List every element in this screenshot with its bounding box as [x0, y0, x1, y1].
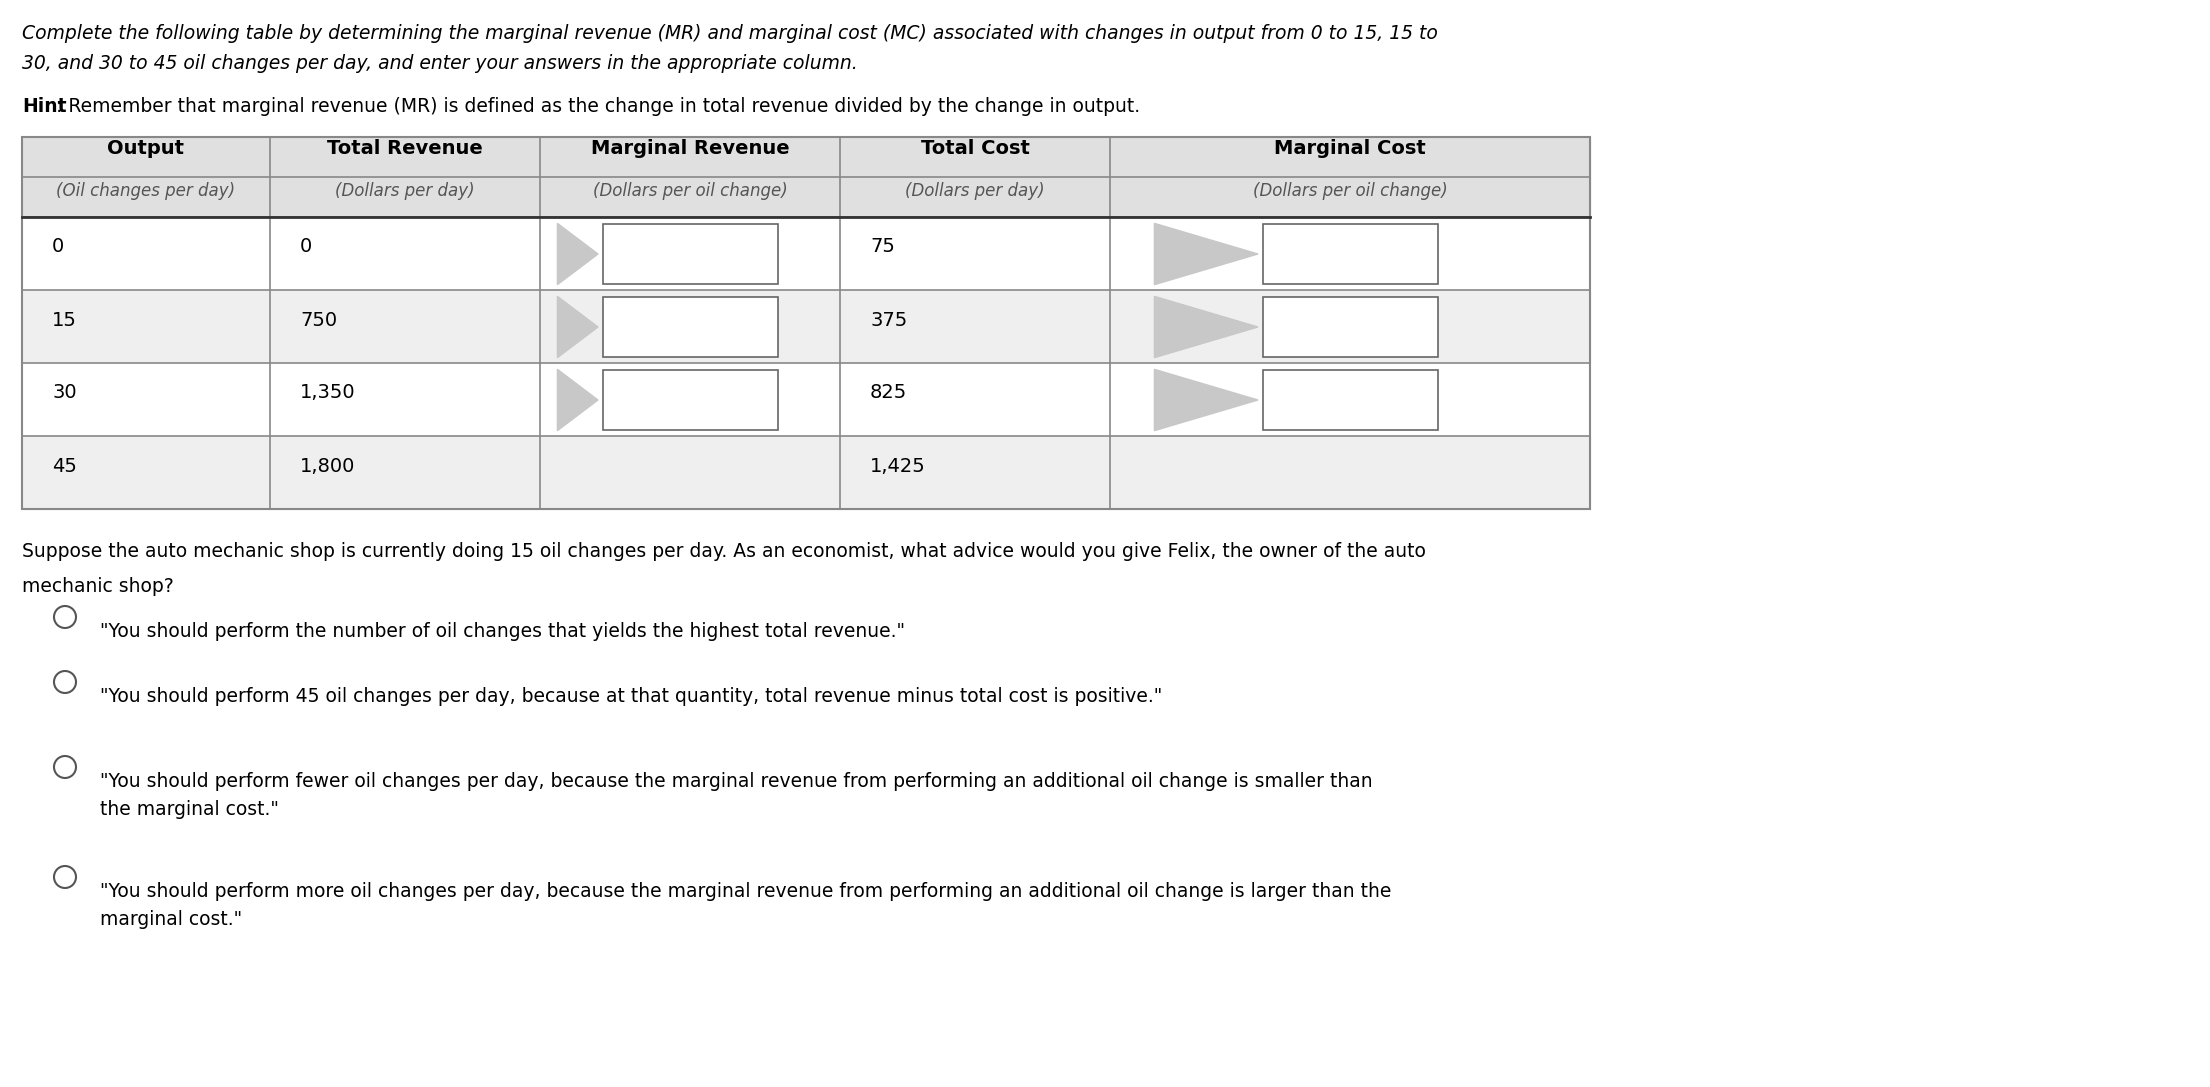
Text: marginal cost.": marginal cost." — [99, 910, 243, 929]
Text: : Remember that marginal revenue (MR) is defined as the change in total revenue : : Remember that marginal revenue (MR) is… — [55, 97, 1140, 116]
Text: 0: 0 — [53, 237, 64, 257]
Text: 45: 45 — [53, 457, 77, 475]
Polygon shape — [1154, 223, 1257, 285]
Bar — [1262, 224, 1439, 284]
Text: "You should perform the number of oil changes that yields the highest total reve: "You should perform the number of oil ch… — [99, 622, 906, 641]
Text: "You should perform 45 oil changes per day, because at that quantity, total reve: "You should perform 45 oil changes per d… — [99, 687, 1162, 705]
Bar — [22, 137, 1589, 509]
Text: Total Cost: Total Cost — [922, 139, 1030, 159]
Text: "You should perform fewer oil changes per day, because the marginal revenue from: "You should perform fewer oil changes pe… — [99, 772, 1372, 791]
Text: 0: 0 — [301, 237, 312, 257]
Text: (Dollars per day): (Dollars per day) — [906, 182, 1045, 200]
Text: "You should perform more oil changes per day, because the marginal revenue from : "You should perform more oil changes per… — [99, 882, 1392, 901]
Bar — [22, 177, 1589, 217]
Polygon shape — [557, 223, 599, 285]
Text: Total Revenue: Total Revenue — [327, 139, 482, 159]
Text: Suppose the auto mechanic shop is currently doing 15 oil changes per day. As an : Suppose the auto mechanic shop is curren… — [22, 542, 1425, 561]
Text: 1,350: 1,350 — [301, 384, 356, 402]
Text: Output: Output — [108, 139, 183, 159]
Text: 375: 375 — [871, 311, 908, 329]
Text: (Dollars per day): (Dollars per day) — [336, 182, 475, 200]
Bar — [22, 217, 1589, 290]
Text: 30: 30 — [53, 384, 77, 402]
Text: (Oil changes per day): (Oil changes per day) — [57, 182, 236, 200]
Bar — [1262, 297, 1439, 357]
Text: mechanic shop?: mechanic shop? — [22, 577, 175, 596]
Text: the marginal cost.": the marginal cost." — [99, 800, 278, 819]
Text: (Dollars per oil change): (Dollars per oil change) — [592, 182, 787, 200]
Bar — [22, 290, 1589, 363]
Bar — [603, 370, 778, 430]
Text: 825: 825 — [871, 384, 908, 402]
Text: Complete the following table by determining the marginal revenue (MR) and margin: Complete the following table by determin… — [22, 24, 1439, 43]
Bar — [22, 436, 1589, 509]
Text: 75: 75 — [871, 237, 895, 257]
Text: 15: 15 — [53, 311, 77, 329]
Polygon shape — [557, 297, 599, 358]
Bar — [22, 137, 1589, 177]
Polygon shape — [1154, 370, 1257, 430]
Text: Marginal Cost: Marginal Cost — [1275, 139, 1425, 159]
Text: 750: 750 — [301, 311, 338, 329]
Bar — [22, 363, 1589, 436]
Text: 1,800: 1,800 — [301, 457, 356, 475]
Text: Hint: Hint — [22, 97, 66, 116]
Bar — [603, 297, 778, 357]
Bar — [603, 224, 778, 284]
Text: 30, and 30 to 45 oil changes per day, and enter your answers in the appropriate : 30, and 30 to 45 oil changes per day, an… — [22, 54, 857, 73]
Text: 1,425: 1,425 — [871, 457, 926, 475]
Bar — [1262, 370, 1439, 430]
Text: Marginal Revenue: Marginal Revenue — [590, 139, 789, 159]
Polygon shape — [557, 370, 599, 430]
Text: (Dollars per oil change): (Dollars per oil change) — [1253, 182, 1448, 200]
Polygon shape — [1154, 297, 1257, 358]
